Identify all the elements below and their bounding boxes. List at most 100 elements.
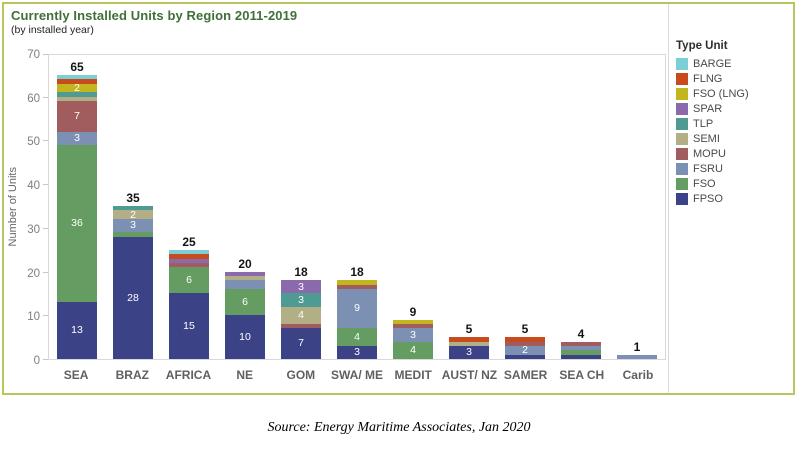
bar-segment-label: 3 bbox=[74, 132, 80, 144]
bar-segment[interactable] bbox=[561, 345, 601, 351]
bar-segment[interactable] bbox=[617, 354, 657, 359]
bar-segment[interactable] bbox=[505, 341, 545, 346]
bar-segment[interactable]: 3 bbox=[57, 131, 97, 145]
bar-segment[interactable]: 36 bbox=[57, 144, 97, 303]
bar-segment[interactable]: 3 bbox=[281, 280, 321, 294]
bar-column: 20 6 10 bbox=[217, 55, 273, 359]
bar-segment[interactable] bbox=[225, 275, 265, 281]
legend-item[interactable]: SPAR bbox=[676, 101, 794, 116]
bar-segment[interactable]: 9 bbox=[337, 289, 377, 329]
bar-segment[interactable] bbox=[505, 337, 545, 342]
bar-segment[interactable] bbox=[393, 324, 433, 329]
legend-divider bbox=[668, 4, 669, 393]
bar-segment[interactable]: 7 bbox=[57, 101, 97, 132]
bar-segment[interactable] bbox=[225, 271, 265, 276]
bar-segment[interactable] bbox=[57, 92, 97, 97]
bar-segment-label: 3 bbox=[410, 328, 416, 341]
bar-column: 25 6 15 bbox=[161, 55, 217, 359]
bar-segment[interactable] bbox=[169, 249, 209, 255]
bar-segment[interactable]: 4 bbox=[393, 341, 433, 359]
bar-segment[interactable] bbox=[113, 232, 153, 237]
legend-item[interactable]: FSO (LNG) bbox=[676, 86, 794, 101]
bar-segment[interactable]: 3 bbox=[113, 219, 153, 233]
y-tick-mark bbox=[43, 271, 48, 273]
bar-segment[interactable]: 3 bbox=[281, 293, 321, 307]
bar-segment-label: 4 bbox=[410, 344, 416, 356]
bar-segment[interactable] bbox=[561, 341, 601, 346]
bar-segment[interactable] bbox=[169, 254, 209, 259]
bar-segment[interactable]: 13 bbox=[57, 302, 97, 359]
bar-segment[interactable]: 15 bbox=[169, 293, 209, 359]
bar-segment[interactable] bbox=[393, 319, 433, 325]
y-tick-label: 40 bbox=[27, 180, 40, 193]
bar-column: 18 3 3 4 7 bbox=[273, 55, 329, 359]
legend-item-label: FSO bbox=[693, 177, 716, 190]
legend-swatch-icon bbox=[676, 72, 688, 85]
bar-segment[interactable] bbox=[57, 74, 97, 80]
y-tick-mark bbox=[43, 54, 48, 55]
bar-segment[interactable]: 2 bbox=[113, 210, 153, 220]
bar-segment-label: 7 bbox=[298, 337, 304, 350]
bar-segment[interactable] bbox=[449, 341, 489, 346]
legend-item[interactable]: FSRU bbox=[676, 161, 794, 176]
y-tick-label: 50 bbox=[27, 136, 40, 149]
legend-item[interactable]: FPSO bbox=[676, 191, 794, 206]
legend-swatch-icon bbox=[676, 162, 688, 175]
bar-segment-label: 2 bbox=[522, 345, 528, 355]
bar-column: 4 bbox=[553, 55, 609, 359]
bar-segment[interactable] bbox=[225, 280, 265, 290]
legend-items: BARGE FLNG FSO (LNG) SPAR TLP SEMI MOPU FSRU FSO… bbox=[676, 56, 794, 206]
bar-segment[interactable] bbox=[337, 280, 377, 285]
bar-segment[interactable]: 3 bbox=[337, 345, 377, 359]
legend-item[interactable]: BARGE bbox=[676, 56, 794, 71]
legend-item-label: FSO (LNG) bbox=[693, 87, 749, 100]
legend-item[interactable]: TLP bbox=[676, 116, 794, 131]
bar-column: 65 2 7 3 36 13 bbox=[49, 55, 105, 359]
bar-segment[interactable]: 4 bbox=[337, 328, 377, 346]
bar-segment[interactable]: 3 bbox=[449, 345, 489, 359]
bar-segment-label: 2 bbox=[130, 210, 136, 220]
bar-segment[interactable]: 3 bbox=[393, 328, 433, 342]
bar-segment[interactable] bbox=[337, 284, 377, 290]
bar-segment[interactable]: 6 bbox=[225, 289, 265, 316]
bar-segment[interactable] bbox=[561, 354, 601, 359]
x-axis-label: BRAZ bbox=[115, 368, 149, 382]
bar-segment[interactable] bbox=[57, 79, 97, 84]
bar-segment[interactable]: 10 bbox=[225, 315, 265, 359]
bar-segment[interactable] bbox=[169, 258, 209, 263]
legend-item[interactable]: FLNG bbox=[676, 71, 794, 86]
legend-item-label: FPSO bbox=[693, 192, 723, 205]
bar-segment[interactable]: 2 bbox=[505, 345, 545, 355]
bar-column: 1 bbox=[609, 55, 665, 359]
legend-swatch-icon bbox=[676, 147, 688, 160]
bar-segment[interactable] bbox=[449, 337, 489, 342]
bar-segment[interactable] bbox=[169, 262, 209, 268]
bar-segment[interactable] bbox=[505, 354, 545, 359]
x-axis-label: SEA bbox=[63, 368, 89, 382]
legend-item-label: FSRU bbox=[693, 162, 723, 175]
y-tick-label: 0 bbox=[33, 355, 40, 367]
legend-item[interactable]: MOPU bbox=[676, 146, 794, 161]
bar-total-label: 5 bbox=[465, 322, 473, 337]
bar-segment[interactable] bbox=[281, 324, 321, 329]
bar-segment-label: 10 bbox=[239, 330, 251, 343]
bar-segment[interactable] bbox=[561, 350, 601, 355]
bar-segment[interactable]: 6 bbox=[169, 267, 209, 294]
source-note: Source: Energy Maritime Associates, Jan … bbox=[267, 420, 531, 435]
legend-item[interactable]: SEMI bbox=[676, 131, 794, 146]
bar-segment[interactable]: 28 bbox=[113, 236, 153, 359]
bar-segment[interactable]: 4 bbox=[281, 306, 321, 325]
y-tick-mark bbox=[43, 315, 48, 317]
bar-total-label: 18 bbox=[294, 265, 308, 280]
bar-segment-label: 6 bbox=[242, 295, 248, 308]
bar-segment[interactable] bbox=[113, 206, 153, 211]
bar-segment[interactable]: 2 bbox=[57, 83, 97, 93]
legend-item[interactable]: FSO bbox=[676, 176, 794, 191]
chart-header: Currently Installed Units by Region 2011… bbox=[11, 8, 297, 36]
x-axis-label: SAMER bbox=[503, 368, 548, 382]
x-axis-label: SWA/ ME bbox=[331, 368, 384, 382]
bar-segment[interactable] bbox=[57, 96, 97, 102]
chart-title: Currently Installed Units by Region 2011… bbox=[11, 8, 298, 23]
bar-segment[interactable]: 7 bbox=[281, 328, 321, 359]
